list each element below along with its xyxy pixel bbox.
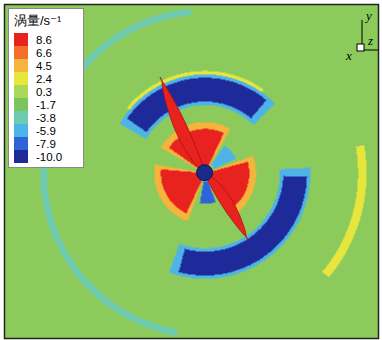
html-text:-10.0: -10.0 [36,150,63,163]
html-text:-7.9: -7.9 [36,137,56,150]
svg-text:z: z [367,33,373,48]
html-text:6.6: 6.6 [36,46,52,59]
html-text:-1.7: -1.7 [36,98,56,111]
html-text:8.6: 8.6 [36,33,52,46]
html-text:2.4: 2.4 [36,72,52,85]
svg-text:x: x [345,48,352,63]
html-text:涡量/s⁻¹: 涡量/s⁻¹ [14,13,62,28]
html-text:-3.8: -3.8 [36,111,56,124]
html-text:0.3: 0.3 [36,85,52,98]
html-text:4.5: 4.5 [36,59,52,72]
html-text:-5.9: -5.9 [36,124,56,137]
svg-text:y: y [364,8,372,23]
